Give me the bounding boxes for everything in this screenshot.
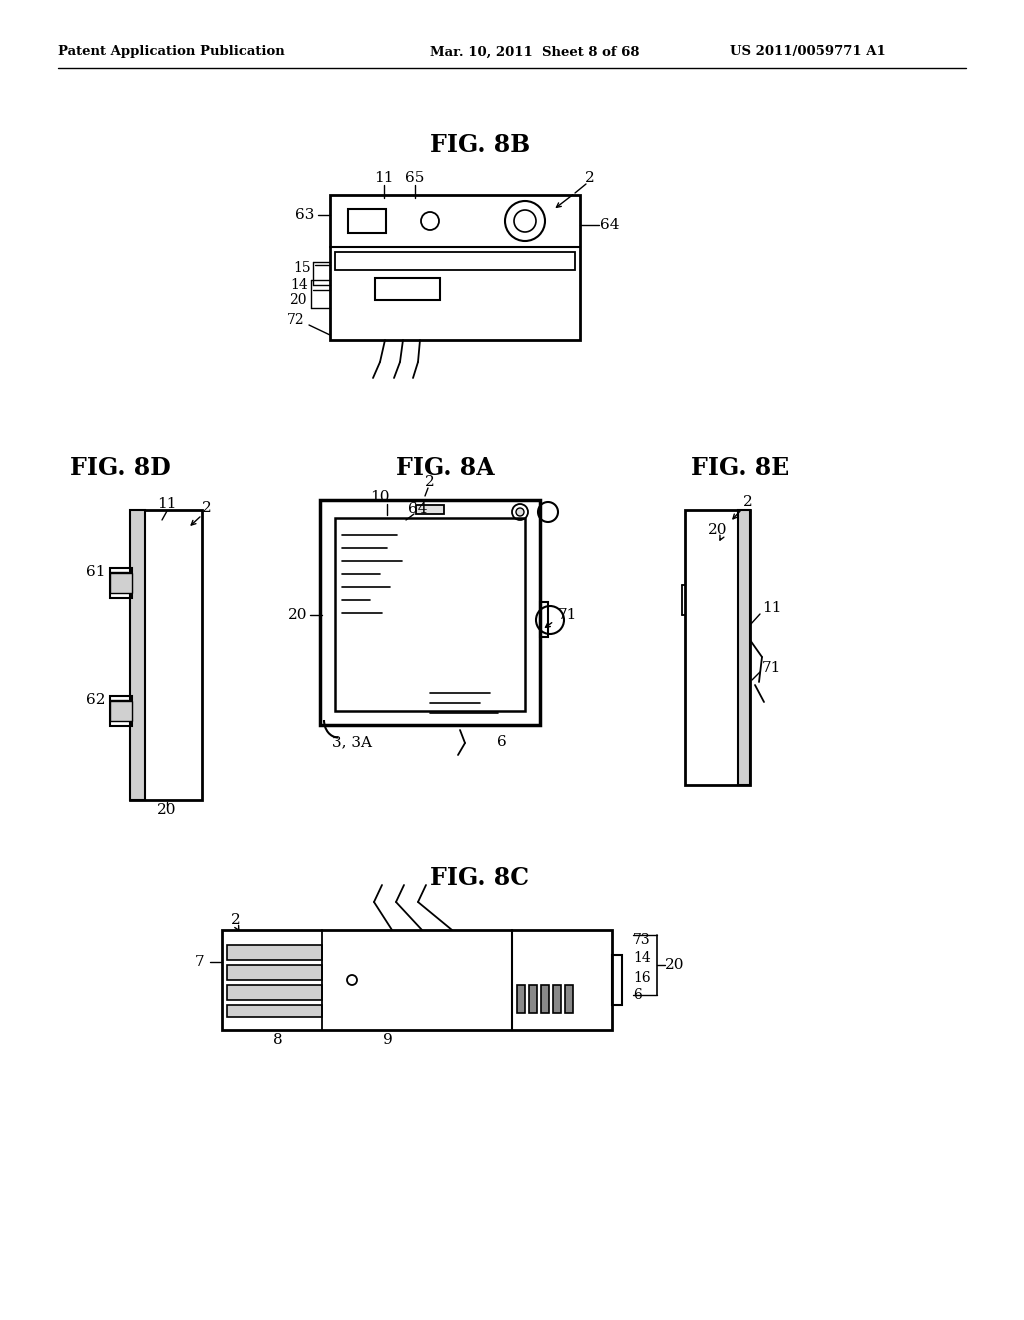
Text: 64: 64 (409, 502, 428, 516)
Bar (565, 985, 573, 1012)
Text: 20: 20 (666, 958, 685, 972)
Text: 2: 2 (231, 913, 241, 927)
Text: 20: 20 (158, 803, 177, 817)
Bar (330, 195, 580, 341)
Bar (335, 517, 525, 711)
Bar (319, 500, 540, 725)
Text: US 2011/0059771 A1: US 2011/0059771 A1 (730, 45, 886, 58)
Bar (110, 568, 132, 598)
Bar (335, 252, 575, 271)
Bar (738, 510, 750, 785)
Bar (222, 931, 612, 1030)
Text: 61: 61 (86, 565, 105, 579)
Bar (541, 985, 549, 1012)
Text: 2: 2 (425, 475, 435, 488)
Text: 14: 14 (290, 279, 308, 292)
Text: FIG. 8C: FIG. 8C (430, 866, 529, 890)
Text: 73: 73 (633, 933, 650, 946)
Text: 11: 11 (374, 172, 394, 185)
Bar (110, 696, 132, 726)
Text: 20: 20 (289, 293, 307, 308)
Bar (130, 510, 145, 800)
Text: Patent Application Publication: Patent Application Publication (58, 45, 285, 58)
Text: FIG. 8D: FIG. 8D (70, 455, 170, 480)
Text: 10: 10 (371, 490, 390, 504)
Text: 2: 2 (202, 502, 212, 515)
Text: 62: 62 (86, 693, 105, 708)
Text: 71: 71 (762, 661, 781, 675)
Text: 11: 11 (762, 601, 781, 615)
Bar (612, 954, 622, 1005)
Text: FIG. 8E: FIG. 8E (691, 455, 790, 480)
Bar (517, 985, 525, 1012)
Bar (110, 701, 132, 721)
Text: FIG. 8B: FIG. 8B (430, 133, 530, 157)
Bar (416, 506, 444, 513)
Bar (227, 985, 322, 1001)
Text: 9: 9 (383, 1034, 393, 1047)
Text: 15: 15 (293, 261, 311, 275)
Bar (540, 602, 548, 638)
Bar (685, 510, 750, 785)
Bar (227, 945, 322, 960)
Text: 72: 72 (287, 313, 305, 327)
Circle shape (516, 508, 524, 516)
Text: 11: 11 (158, 498, 177, 511)
Text: 14: 14 (633, 950, 650, 965)
Bar (529, 985, 537, 1012)
Text: 65: 65 (406, 172, 425, 185)
Bar (553, 985, 561, 1012)
Bar (110, 573, 132, 593)
Text: 16: 16 (633, 972, 650, 985)
Text: 6: 6 (633, 987, 642, 1002)
Text: 7: 7 (196, 954, 205, 969)
Text: 20: 20 (709, 523, 728, 537)
Text: FIG. 8A: FIG. 8A (395, 455, 495, 480)
Text: 2: 2 (585, 172, 595, 185)
Bar (130, 510, 202, 800)
Text: 8: 8 (273, 1034, 283, 1047)
Text: 6: 6 (497, 735, 507, 748)
Bar (375, 279, 440, 300)
Text: Mar. 10, 2011  Sheet 8 of 68: Mar. 10, 2011 Sheet 8 of 68 (430, 45, 640, 58)
Text: 2: 2 (743, 495, 753, 510)
Text: 20: 20 (288, 609, 308, 622)
Text: 3, 3A: 3, 3A (332, 735, 372, 748)
Bar (227, 1005, 322, 1016)
Bar (348, 209, 386, 234)
Text: 71: 71 (558, 609, 578, 622)
Text: 64: 64 (600, 218, 620, 232)
Text: 63: 63 (295, 209, 314, 222)
Bar (227, 965, 322, 979)
